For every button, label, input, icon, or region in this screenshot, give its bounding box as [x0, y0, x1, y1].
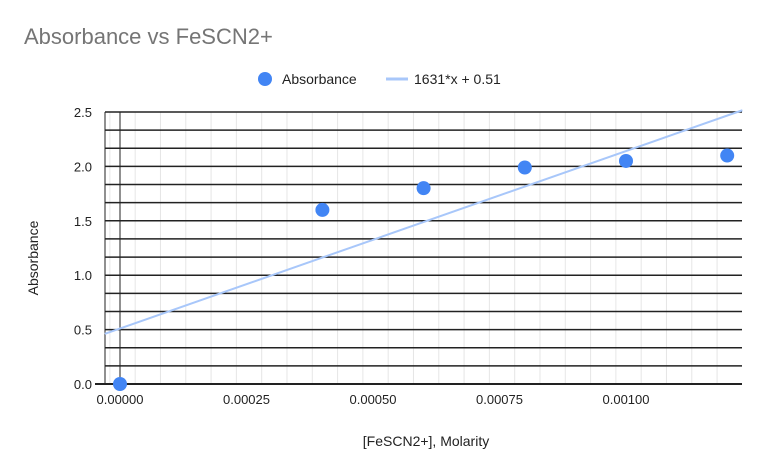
- x-tick-label: 0.00075: [476, 392, 523, 407]
- data-point: [619, 153, 633, 168]
- y-tick-label: 1.5: [74, 214, 92, 229]
- data-point: [113, 377, 127, 391]
- y-tick-label: 2.0: [74, 159, 92, 174]
- trendline: [104, 109, 743, 335]
- x-axis-label: [FeSCN2+], Molarity: [363, 433, 489, 449]
- x-tick-label: 0.00100: [603, 392, 650, 407]
- data-point: [416, 181, 431, 196]
- y-tick-label: 0.0: [74, 377, 92, 392]
- grid: [95, 111, 742, 385]
- y-tick-label: 1.0: [74, 268, 92, 283]
- x-tick-label: 0.00050: [350, 392, 397, 407]
- data-point: [315, 202, 330, 217]
- y-tick-label: 0.5: [74, 323, 92, 338]
- data-point: [517, 160, 532, 175]
- tick-labels: 0.00000 0.00025 0.00050 0.00075 0.00100 0.0 0.…: [74, 105, 650, 407]
- data-points: [113, 148, 735, 391]
- x-tick-label: 0.00025: [223, 392, 270, 407]
- legend-marker-absorbance: [258, 72, 272, 86]
- y-tick-label: 2.5: [74, 105, 92, 120]
- trendline-path: [104, 109, 743, 335]
- legend-label-absorbance: Absorbance: [282, 71, 357, 87]
- chart-title: Absorbance vs FeSCN2+: [24, 24, 273, 49]
- legend: Absorbance 1631*x + 0.51: [258, 71, 501, 87]
- data-point: [720, 148, 735, 163]
- x-tick-label: 0.00000: [97, 392, 144, 407]
- y-axis-label: Absorbance: [25, 220, 41, 295]
- legend-label-trendline: 1631*x + 0.51: [414, 71, 501, 87]
